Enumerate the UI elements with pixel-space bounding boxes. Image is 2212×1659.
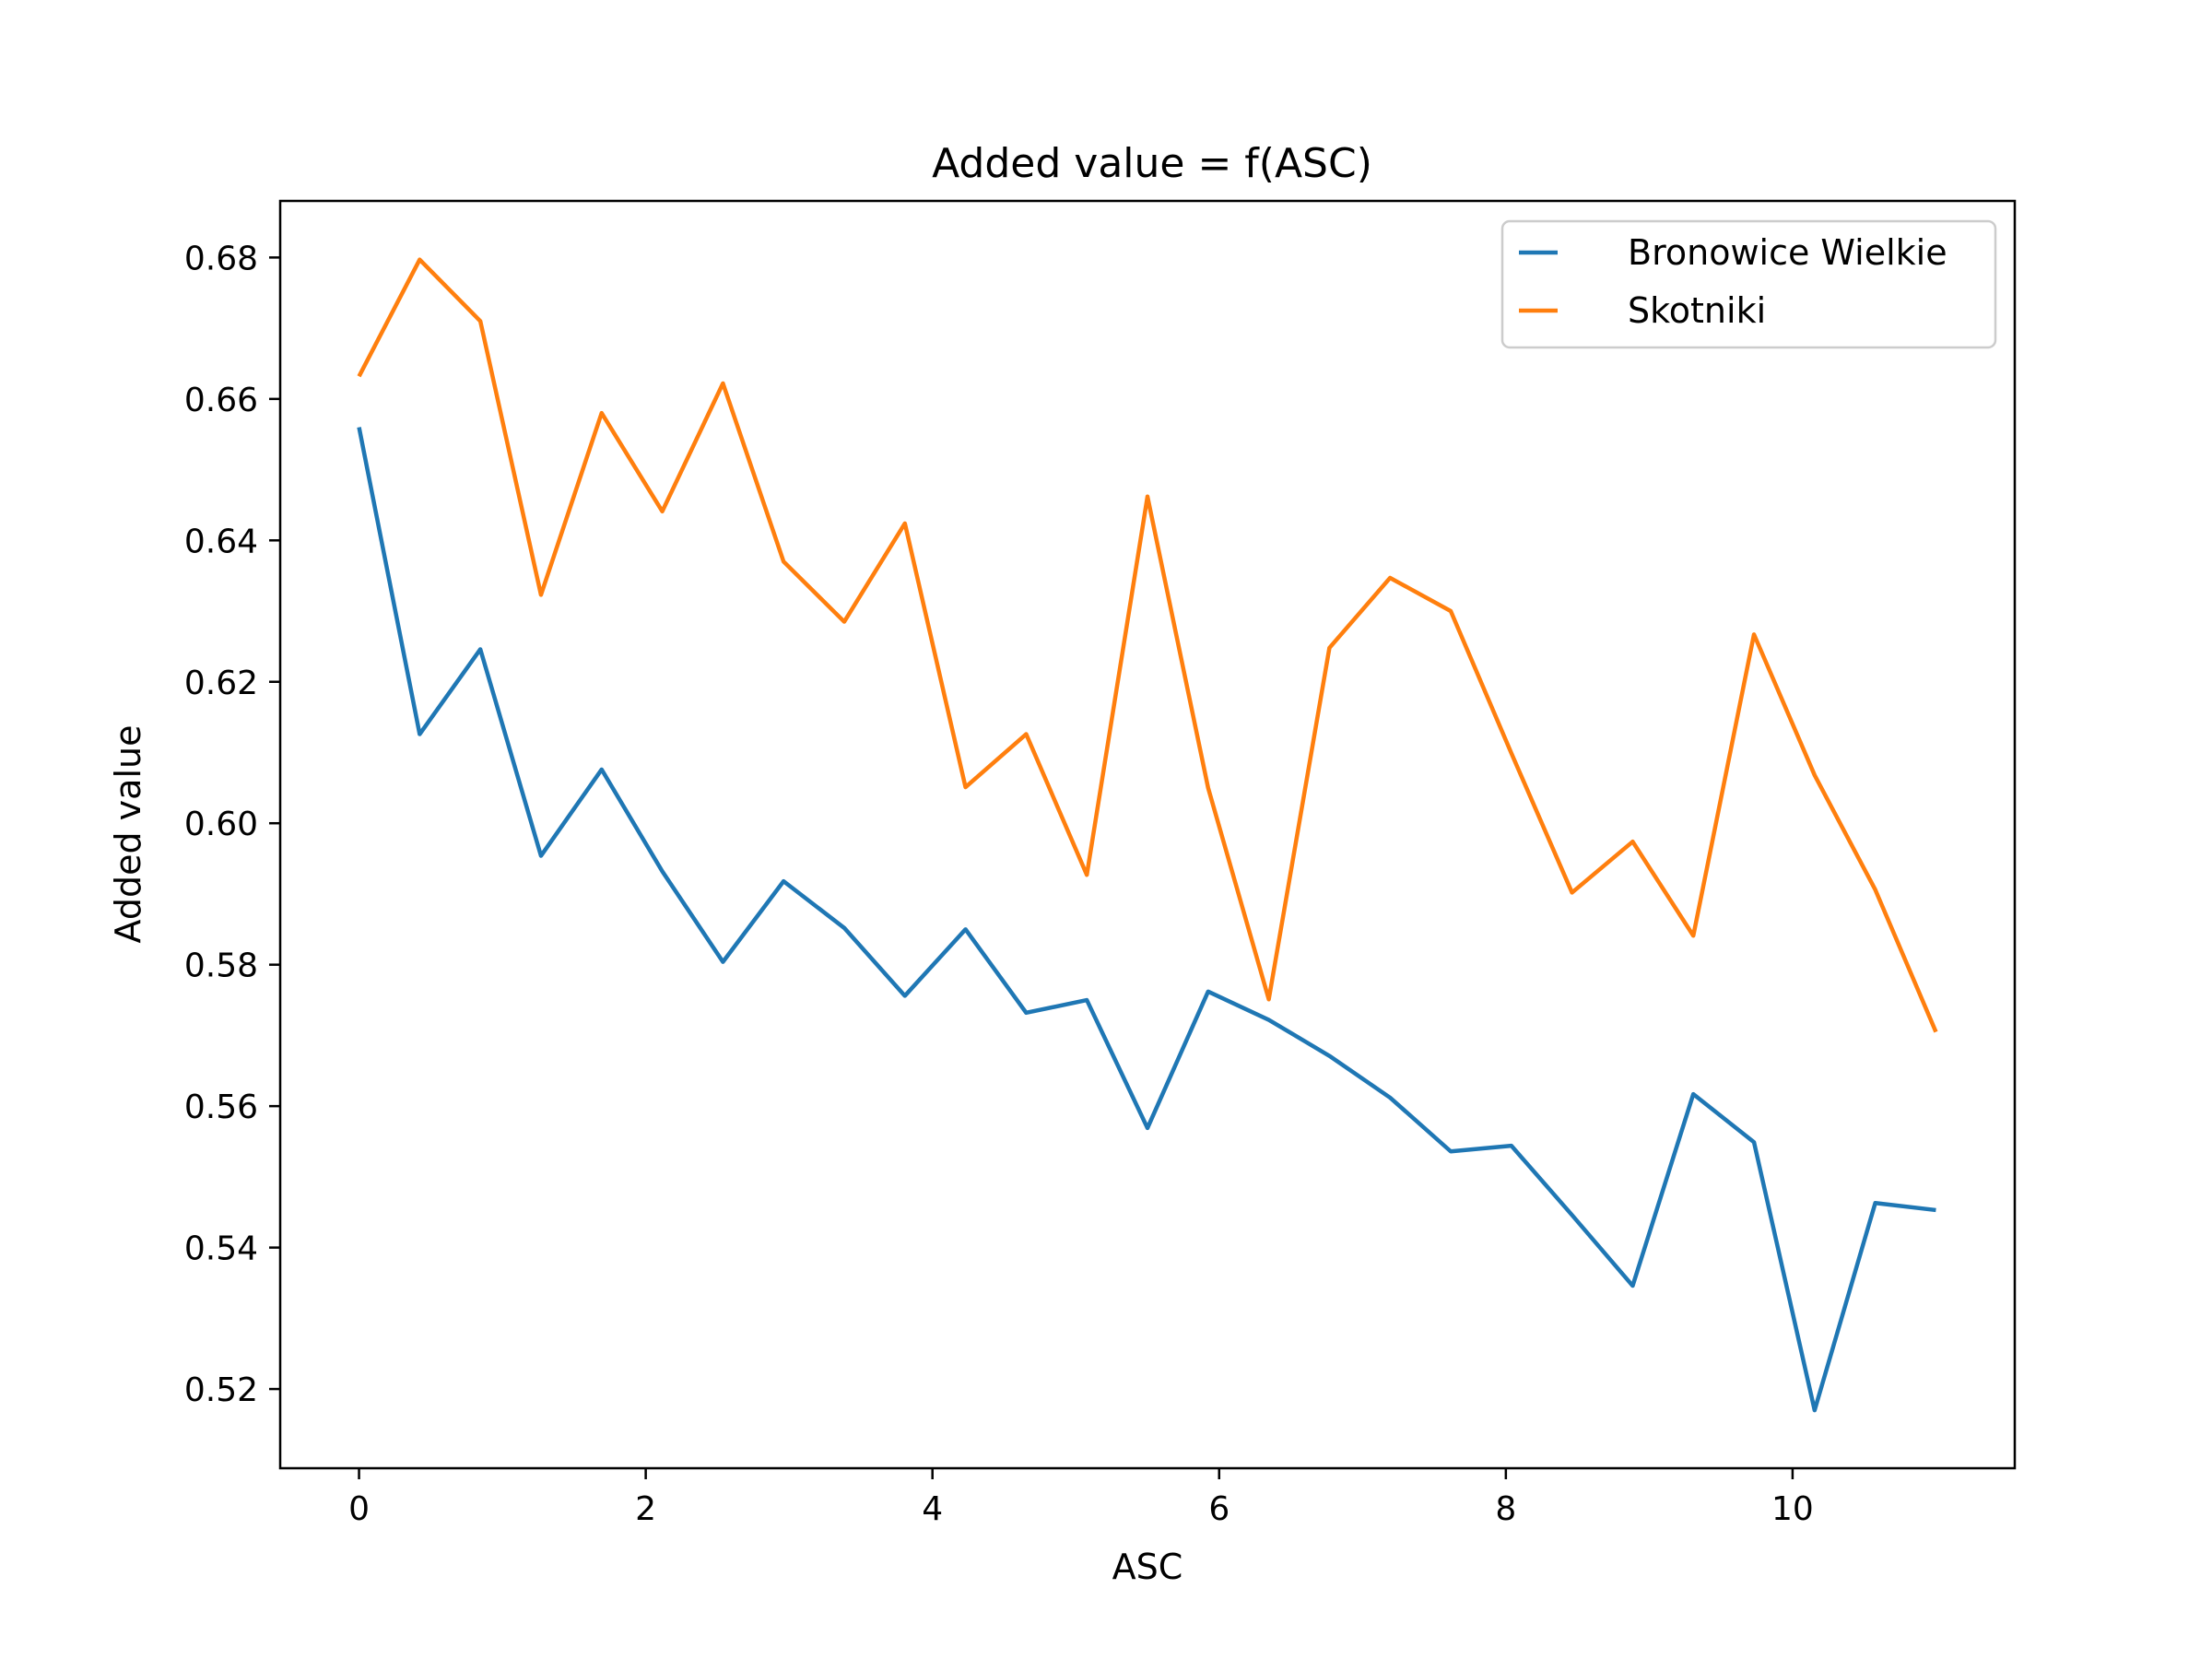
legend-label-skotniki: Skotniki xyxy=(1628,290,1766,331)
chart-title: Added value = f(ASC) xyxy=(932,140,1372,187)
x-tick-label: 4 xyxy=(922,1490,943,1528)
y-tick-label: 0.62 xyxy=(184,665,258,702)
series-line-bronowice-wielkie xyxy=(357,427,1936,1413)
legend-label-bronowice-wielkie: Bronowice Wielkie xyxy=(1628,232,1947,273)
series-line-skotniki xyxy=(357,257,1938,1033)
y-tick-label: 0.56 xyxy=(184,1088,258,1126)
plot-frame xyxy=(278,199,2017,1470)
x-tick-label: 0 xyxy=(348,1490,370,1528)
y-tick-label: 0.58 xyxy=(184,947,258,985)
legend: Bronowice Wielkie Skotniki xyxy=(1500,219,1997,349)
x-tick-label: 2 xyxy=(635,1490,656,1528)
y-axis-label: Added value xyxy=(108,725,148,944)
legend-frame xyxy=(1500,219,1997,349)
series-layer xyxy=(357,257,1938,1413)
x-axis-ticks: 0 2 4 6 8 10 xyxy=(348,1468,1814,1528)
y-tick-label: 0.64 xyxy=(184,523,258,560)
y-tick-label: 0.68 xyxy=(184,240,258,277)
y-tick-label: 0.60 xyxy=(184,806,258,843)
y-tick-label: 0.66 xyxy=(184,382,258,419)
x-tick-label: 6 xyxy=(1208,1490,1230,1528)
y-axis-ticks: 0.52 0.54 0.56 0.58 0.60 0.62 0.64 0.66 0.68 xyxy=(184,240,280,1409)
x-axis-label: ASC xyxy=(1112,1547,1183,1587)
x-tick-label: 10 xyxy=(1771,1490,1814,1528)
y-tick-label: 0.52 xyxy=(184,1371,258,1409)
y-tick-label: 0.54 xyxy=(184,1230,258,1268)
x-tick-label: 8 xyxy=(1495,1490,1516,1528)
